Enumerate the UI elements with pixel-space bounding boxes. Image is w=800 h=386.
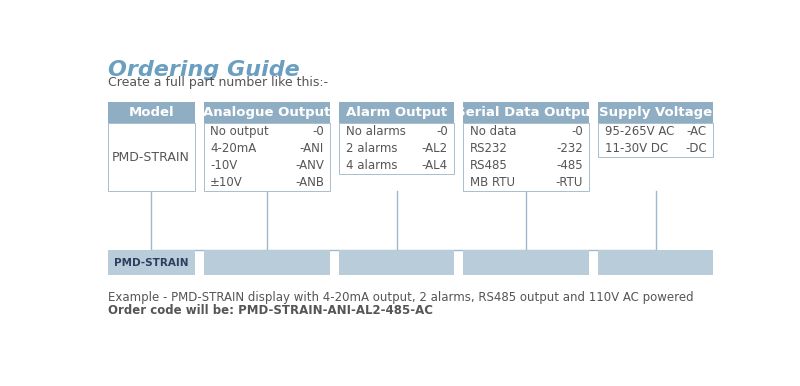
Text: Model: Model [128, 106, 174, 119]
FancyBboxPatch shape [598, 123, 713, 157]
FancyBboxPatch shape [339, 251, 454, 275]
FancyBboxPatch shape [108, 123, 194, 191]
Text: Ordering Guide: Ordering Guide [108, 60, 299, 80]
Text: 2 alarms: 2 alarms [346, 142, 397, 155]
Text: -AC: -AC [686, 125, 707, 138]
FancyBboxPatch shape [598, 251, 713, 275]
Text: -0: -0 [571, 125, 583, 138]
Text: -232: -232 [556, 142, 583, 155]
Text: No output: No output [210, 125, 269, 138]
Text: 4-20mA: 4-20mA [210, 142, 256, 155]
Text: No data: No data [470, 125, 516, 138]
Text: -485: -485 [556, 159, 583, 172]
FancyBboxPatch shape [463, 251, 589, 275]
Text: -ANI: -ANI [300, 142, 324, 155]
Text: -DC: -DC [685, 142, 707, 155]
FancyBboxPatch shape [108, 251, 194, 275]
Text: Alarm Output: Alarm Output [346, 106, 447, 119]
Text: 4 alarms: 4 alarms [346, 159, 397, 172]
Text: Example - PMD-STRAIN display with 4-20mA output, 2 alarms, RS485 output and 110V: Example - PMD-STRAIN display with 4-20mA… [108, 291, 694, 304]
Text: Supply Voltage: Supply Voltage [599, 106, 712, 119]
Text: Order code will be: PMD-STRAIN-ANI-AL2-485-AC: Order code will be: PMD-STRAIN-ANI-AL2-4… [108, 304, 433, 317]
Text: No alarms: No alarms [346, 125, 406, 138]
Text: Create a full part number like this:-: Create a full part number like this:- [108, 76, 328, 88]
FancyBboxPatch shape [598, 102, 713, 123]
Text: MB RTU: MB RTU [470, 176, 514, 189]
FancyBboxPatch shape [204, 102, 330, 123]
Text: -10V: -10V [210, 159, 238, 172]
Text: -0: -0 [436, 125, 448, 138]
Text: -ANB: -ANB [295, 176, 324, 189]
FancyBboxPatch shape [463, 123, 589, 191]
Text: Analogue Output: Analogue Output [203, 106, 330, 119]
FancyBboxPatch shape [339, 123, 454, 174]
Text: RS232: RS232 [470, 142, 507, 155]
Text: -AL2: -AL2 [422, 142, 448, 155]
Text: -AL4: -AL4 [422, 159, 448, 172]
Text: -ANV: -ANV [295, 159, 324, 172]
Text: PMD-STRAIN: PMD-STRAIN [114, 258, 189, 267]
Text: -RTU: -RTU [555, 176, 583, 189]
FancyBboxPatch shape [108, 102, 194, 123]
FancyBboxPatch shape [204, 123, 330, 191]
FancyBboxPatch shape [339, 102, 454, 123]
Text: 11-30V DC: 11-30V DC [605, 142, 668, 155]
Text: ±10V: ±10V [210, 176, 243, 189]
Text: PMD-STRAIN: PMD-STRAIN [112, 151, 190, 164]
Text: Serial Data Output: Serial Data Output [456, 106, 597, 119]
FancyBboxPatch shape [204, 251, 330, 275]
Text: RS485: RS485 [470, 159, 507, 172]
Text: -0: -0 [312, 125, 324, 138]
Text: 95-265V AC: 95-265V AC [605, 125, 674, 138]
FancyBboxPatch shape [463, 102, 589, 123]
